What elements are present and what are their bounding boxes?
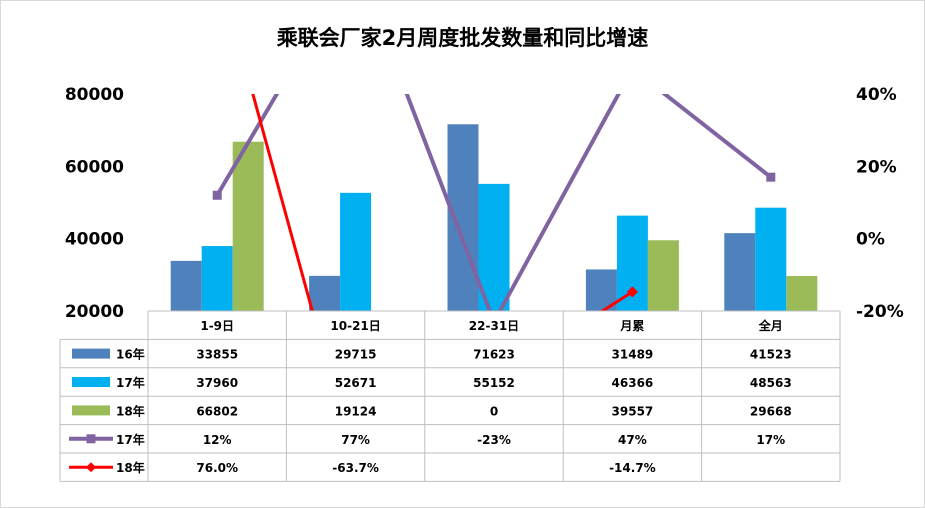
y-tick-right: 0% [856, 230, 885, 250]
data-label: 66802 [196, 404, 238, 418]
data-label: -63.7% [332, 461, 379, 475]
data-label: 29668 [750, 404, 792, 418]
data-label: 77% [341, 433, 370, 447]
category-label: 月累 [619, 319, 644, 333]
data-label: 41523 [750, 348, 792, 362]
bar-17年-1 [340, 192, 372, 311]
data-label: 33855 [196, 348, 238, 362]
bar-18年-3 [647, 240, 679, 311]
bar-16年-1 [309, 275, 341, 311]
chart-title: 乘联会厂家2月周度批发数量和同比增速 [276, 26, 649, 50]
data-label: 37960 [196, 376, 238, 390]
bar-18年-4 [786, 276, 818, 311]
category-label: 22-31日 [469, 319, 519, 333]
y-tick-left: 40000 [65, 230, 124, 250]
marker-17年-square-3 [628, 64, 637, 73]
data-label: -23% [477, 433, 511, 447]
data-label: 71623 [473, 348, 515, 362]
legend-key-18年-line [69, 462, 113, 473]
y-tick-left: 80000 [65, 85, 124, 105]
data-label: 12% [203, 433, 232, 447]
data-label: 19124 [335, 404, 377, 418]
data-label: 55152 [473, 376, 515, 390]
y-tick-right: -20% [856, 302, 904, 322]
y-tick-left: 20000 [65, 302, 124, 322]
bar-16年-0 [170, 260, 202, 311]
data-label: 31489 [612, 348, 654, 362]
legend-label: 17年 [116, 432, 145, 447]
marker-17年-square-0 [212, 190, 222, 200]
category-label: 10-21日 [330, 319, 380, 333]
legend-key-17年-bar [72, 377, 110, 387]
data-label: 48563 [750, 376, 792, 390]
legend-label: 18年 [116, 403, 145, 418]
data-label: 0 [490, 404, 498, 418]
y-tick-right: 40% [856, 85, 897, 105]
data-label: 17% [756, 433, 785, 447]
legend-label: 16年 [116, 347, 145, 362]
data-label: 46366 [612, 376, 654, 390]
legend-label: 17年 [116, 375, 145, 390]
data-label: 52671 [335, 376, 377, 390]
y-tick-right: 20% [856, 157, 897, 177]
bar-16年-4 [724, 233, 756, 311]
data-label: 47% [618, 433, 647, 447]
bar-18年-0 [232, 141, 264, 311]
legend-key-18年-bar [72, 405, 110, 416]
line-17年-square [215, 94, 773, 311]
y-tick-left: 60000 [65, 157, 124, 177]
legend-key-16年-bar [72, 348, 110, 359]
marker-18年-diamond-3 [626, 286, 638, 298]
bar-17年-0 [201, 246, 233, 311]
data-label: 76.0% [196, 461, 238, 475]
legend-label: 18年 [116, 460, 145, 475]
bar-17年-4 [755, 207, 787, 311]
category-label: 1-9日 [200, 319, 234, 333]
data-label: 39557 [612, 404, 654, 418]
category-label: 全月 [758, 318, 783, 333]
legend-key-17年-line [69, 434, 113, 444]
marker-17年-square-4 [766, 172, 776, 182]
data-label: -14.7% [609, 461, 656, 475]
data-label: 29715 [335, 348, 377, 362]
line-18年-diamond [251, 94, 634, 311]
